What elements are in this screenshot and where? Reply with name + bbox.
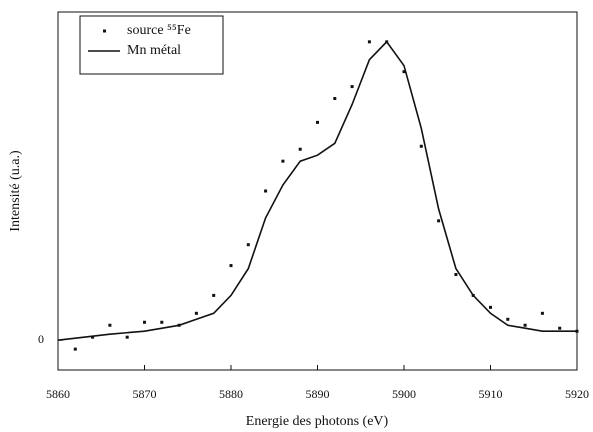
data-point: [73, 347, 77, 351]
data-point: [194, 311, 198, 315]
data-point: [506, 317, 510, 321]
data-point: [454, 273, 458, 277]
x-axis-label: Energie des photons (eV): [246, 414, 389, 429]
x-tick-label: 5860: [46, 387, 70, 401]
data-line: [57, 40, 577, 341]
legend-label: source ⁵⁵Fe: [127, 23, 191, 38]
data-point: [402, 70, 406, 74]
data-point: [108, 323, 112, 327]
data-point: [367, 40, 371, 44]
y-axis-label: Intensité (u.a.): [8, 150, 23, 232]
legend-box: [79, 15, 224, 75]
x-tick-label: 5900: [392, 387, 416, 401]
data-point: [298, 147, 302, 151]
data-point: [437, 219, 441, 223]
data-point: [333, 97, 337, 101]
data-point: [246, 243, 250, 247]
data-point: [229, 264, 233, 268]
data-point: [523, 323, 527, 327]
legend-marker: [103, 29, 106, 33]
y-tick-label: 0: [38, 332, 44, 346]
x-tick-label: 5890: [306, 387, 330, 401]
data-point: [489, 305, 492, 309]
data-point: [350, 85, 354, 89]
x-tick-label: 5870: [133, 387, 157, 401]
x-tick-label: 5910: [479, 387, 503, 401]
data-point: [419, 144, 423, 148]
data-point: [540, 311, 544, 315]
x-tick-label: 5920: [565, 387, 589, 401]
data-point: [316, 120, 319, 124]
data-point: [160, 320, 164, 324]
data-point: [91, 335, 95, 339]
data-point: [264, 189, 268, 193]
data-point: [125, 335, 129, 339]
data-point: [143, 320, 146, 324]
data-point: [558, 326, 562, 330]
x-tick-label: 5880: [219, 387, 243, 401]
legend-label: Mn métal: [127, 43, 181, 58]
data-point: [212, 293, 216, 297]
data-point: [281, 159, 285, 163]
